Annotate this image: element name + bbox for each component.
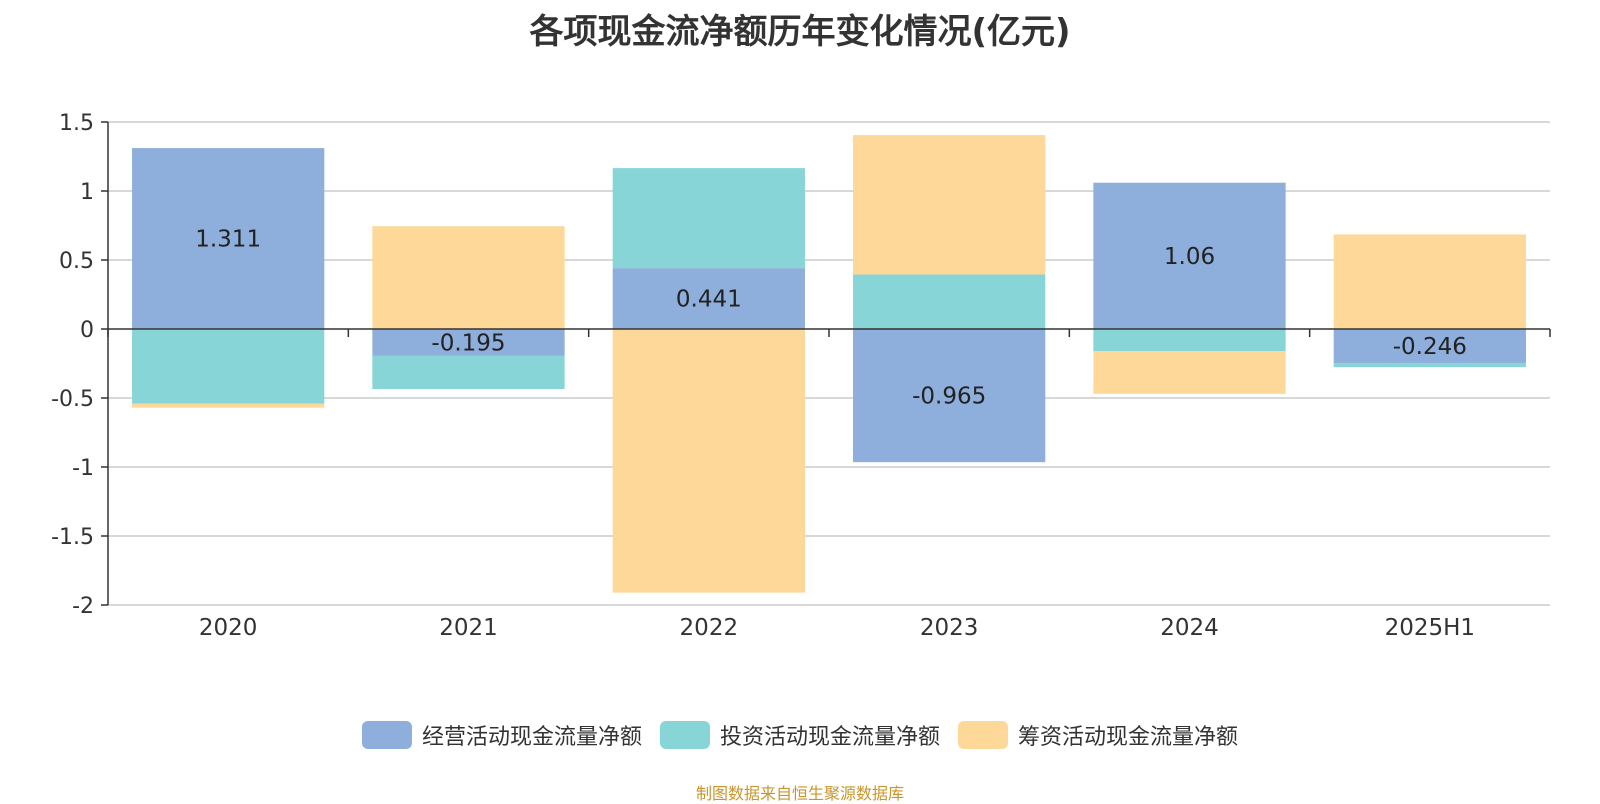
bar-s1-2022 — [612, 168, 805, 269]
legend-label-financing: 筹资活动现金流量净额 — [1018, 725, 1239, 750]
data-label-2024: 1.06 — [1164, 244, 1215, 270]
legend-swatch-financing — [958, 721, 1008, 749]
bar-s0-2020 — [132, 148, 325, 329]
bar-s1-2025H1 — [1333, 362, 1526, 368]
data-label-2022: 0.441 — [676, 287, 742, 313]
bar-s1-2021 — [372, 355, 565, 390]
legend-label-investing: 投资活动现金流量净额 — [719, 725, 940, 750]
legend: 经营活动现金流量净额 投资活动现金流量净额 筹资活动现金流量净额 — [0, 719, 1600, 751]
y-tick-label-3: 0 — [80, 318, 94, 343]
legend-item-operating[interactable]: 经营活动现金流量净额 — [361, 719, 642, 751]
bar-s0-2021 — [372, 329, 565, 356]
x-tick-label-2021: 2021 — [439, 615, 498, 641]
y-tick-label-2: 0.5 — [59, 249, 94, 274]
y-tick-label-4: -0.5 — [51, 387, 94, 412]
legend-item-investing[interactable]: 投资活动现金流量净额 — [659, 719, 940, 751]
y-tick-label-6: -1.5 — [51, 525, 94, 550]
x-tick-label-2024: 2024 — [1160, 615, 1219, 641]
chart-plot: 1.5 1 0.5 0 -0.5 -1 -1.5 -2 1.311 -0.195 0.441 -0.9… — [51, 111, 1551, 641]
data-label-2025H1: -0.246 — [1393, 334, 1467, 360]
bar-s2-2021 — [372, 226, 565, 329]
x-tick-label-2023: 2023 — [920, 615, 979, 641]
data-label-2023: -0.965 — [912, 384, 986, 410]
bar-s2-2022 — [612, 329, 805, 593]
x-tick-label-2020: 2020 — [199, 615, 258, 641]
bar-s2-2025H1 — [1333, 234, 1526, 329]
chart-title: 各项现金流净额历年变化情况(亿元) — [529, 12, 1071, 52]
legend-label-operating: 经营活动现金流量净额 — [421, 725, 642, 750]
y-tick-label-0: 1.5 — [59, 111, 94, 136]
x-tick-label-2025H1: 2025H1 — [1385, 615, 1475, 641]
legend-swatch-operating — [361, 721, 412, 749]
bar-s0-2023 — [853, 329, 1046, 463]
bar-s0-2024 — [1093, 182, 1286, 329]
bar-s1-2023 — [853, 274, 1046, 329]
y-tick-label-7: -2 — [72, 594, 94, 619]
bar-s2-2023 — [853, 135, 1046, 275]
data-label-2021: -0.195 — [431, 330, 505, 356]
y-tick-label-1: 1 — [80, 180, 94, 205]
data-label-2020: 1.311 — [195, 227, 261, 253]
bar-s2-2020 — [132, 403, 325, 408]
x-tick-label-2022: 2022 — [680, 615, 739, 641]
bar-s0-2025H1 — [1333, 329, 1526, 363]
bar-s2-2024 — [1093, 351, 1286, 394]
y-tick-label-5: -1 — [72, 456, 94, 481]
legend-item-financing[interactable]: 筹资活动现金流量净额 — [958, 719, 1238, 751]
source-note: 制图数据来自恒生聚源数据库 — [695, 784, 904, 803]
legend-swatch-investing — [659, 721, 710, 749]
bar-s1-2024 — [1093, 329, 1286, 352]
bar-s1-2020 — [132, 329, 325, 404]
bar-s0-2022 — [612, 268, 805, 329]
